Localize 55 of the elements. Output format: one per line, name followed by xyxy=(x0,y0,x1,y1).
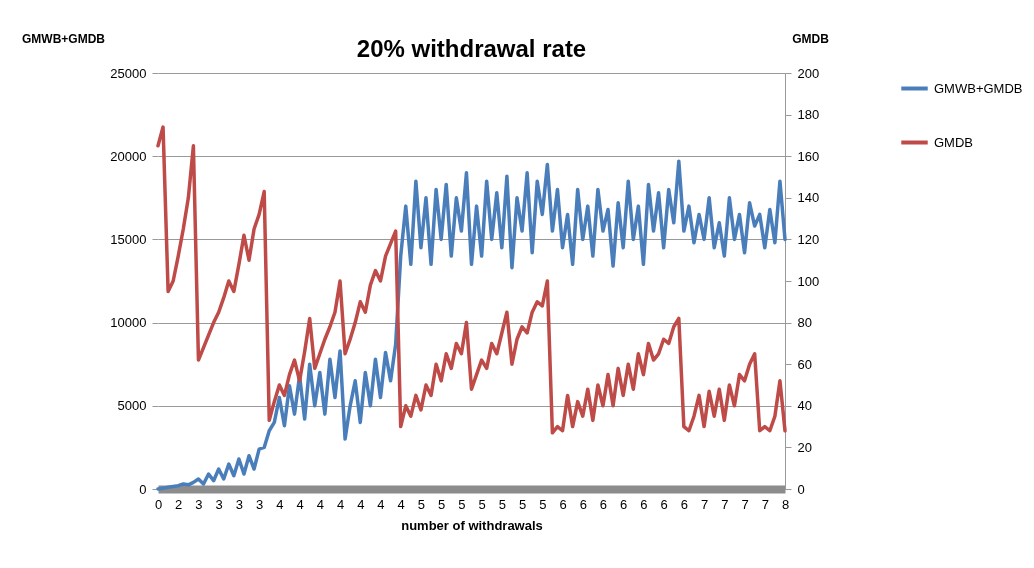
y2-tick-label: 80 xyxy=(797,315,812,331)
x-tick-label: 6 xyxy=(579,496,587,512)
chart-title: 20% withdrawal rate xyxy=(356,35,587,62)
y-axis-title: GMWB+GMDB xyxy=(22,31,106,46)
x-tick-label: 5 xyxy=(518,496,527,512)
y-tick-label: 25000 xyxy=(110,65,147,81)
y2-tick-label: 20 xyxy=(797,439,812,455)
x-tick-label: 4 xyxy=(397,496,405,512)
x-tick-label: 5 xyxy=(539,496,547,512)
x-tick-label: 0 xyxy=(154,496,163,512)
y2-tick-label: 120 xyxy=(797,231,820,247)
x-tick-label: 5 xyxy=(478,496,486,512)
y-tick-label: 15000 xyxy=(110,231,147,247)
x-tick-label: 4 xyxy=(377,496,385,512)
x-tick-label: 7 xyxy=(721,496,729,512)
y2-tick-label: 180 xyxy=(797,107,820,123)
x-axis-title: number of withdrawals xyxy=(401,517,543,533)
x-tick-label: 7 xyxy=(761,496,769,512)
legend-label: GMWB+GMDB xyxy=(934,80,1023,96)
x-tick-label: 8 xyxy=(781,496,790,512)
x-tick-label: 3 xyxy=(215,496,223,512)
x-tick-label: 4 xyxy=(276,496,284,512)
x-tick-label: 3 xyxy=(235,496,244,512)
x-tick-label: 4 xyxy=(316,496,324,512)
y2-tick-label: 60 xyxy=(797,356,812,372)
y2-tick-label: 100 xyxy=(797,273,820,289)
x-tick-label: 6 xyxy=(680,496,688,512)
y-tick-label: 5000 xyxy=(117,398,147,414)
x-tick-label: 6 xyxy=(620,496,628,512)
x-tick-label: 6 xyxy=(599,496,608,512)
y2-tick-label: 140 xyxy=(797,190,820,206)
y2-tick-label: 200 xyxy=(797,65,820,81)
x-tick-label: 4 xyxy=(336,496,345,512)
x-tick-label: 3 xyxy=(256,496,264,512)
x-tick-label: 4 xyxy=(357,496,365,512)
x-tick-label: 5 xyxy=(498,496,506,512)
y-tick-label: 10000 xyxy=(110,315,147,331)
x-tick-label: 6 xyxy=(640,496,648,512)
x-tick-label: 5 xyxy=(458,496,466,512)
y2-tick-label: 160 xyxy=(797,148,820,164)
x-tick-label: 2 xyxy=(175,496,183,512)
x-tick-label: 3 xyxy=(195,496,203,512)
y-tick-label: 20000 xyxy=(110,148,147,164)
x-tick-label: 6 xyxy=(660,496,668,512)
x-tick-label: 7 xyxy=(741,496,749,512)
y2-tick-label: 40 xyxy=(797,398,812,414)
y-tick-label: 0 xyxy=(139,481,147,497)
y2-axis-title: GMDB xyxy=(792,31,830,46)
x-tick-label: 5 xyxy=(438,496,446,512)
x-tick-label: 4 xyxy=(296,496,304,512)
x-tick-label: 7 xyxy=(700,496,709,512)
x-tick-label: 6 xyxy=(559,496,567,512)
legend-label: GMDB xyxy=(934,134,973,150)
x-tick-label: 5 xyxy=(417,496,426,512)
y2-tick-label: 0 xyxy=(797,481,805,497)
